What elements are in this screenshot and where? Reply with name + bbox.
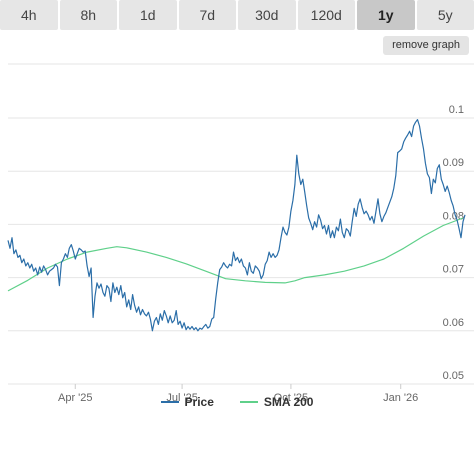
- remove-graph-button[interactable]: remove graph: [383, 36, 469, 55]
- tab-1d[interactable]: 1d: [119, 0, 177, 30]
- tab-1y[interactable]: 1y: [357, 0, 415, 30]
- time-range-tabs: 4h 8h 1d 7d 30d 120d 1y 5y: [0, 0, 474, 30]
- x-tick-label: Jan '26: [383, 392, 418, 404]
- x-tick-label: Apr '25: [58, 392, 93, 404]
- tab-30d[interactable]: 30d: [238, 0, 296, 30]
- tab-7d[interactable]: 7d: [178, 0, 236, 30]
- grid-lines: [8, 63, 474, 385]
- price-line: [7, 118, 466, 332]
- y-tick-label: 0.08: [443, 210, 464, 222]
- tab-120d[interactable]: 120d: [297, 0, 355, 30]
- y-tick-label: 0.1: [449, 104, 464, 116]
- legend-swatch-price: [160, 401, 179, 403]
- legend-item-price[interactable]: Price: [160, 395, 214, 409]
- tab-5y[interactable]: 5y: [416, 0, 474, 30]
- legend-label-price: Price: [184, 395, 214, 409]
- y-tick-label: 0.06: [443, 317, 464, 329]
- y-tick-label: 0.05: [443, 370, 464, 382]
- sma-200-line: [7, 217, 464, 292]
- x-tick-label: Oct '25: [274, 392, 309, 404]
- legend-swatch-sma: [239, 401, 258, 403]
- x-axis-ticks: Apr '25 Jul '25 Oct '25 Jan '26: [58, 384, 418, 404]
- y-tick-label: 0.07: [443, 264, 464, 276]
- tab-8h[interactable]: 8h: [59, 0, 117, 30]
- y-axis-ticks: 0.05 0.06 0.07 0.08 0.09 0.1: [443, 104, 464, 382]
- y-tick-label: 0.09: [443, 157, 464, 169]
- legend-item-sma[interactable]: SMA 200: [239, 395, 314, 409]
- tab-4h[interactable]: 4h: [0, 0, 58, 30]
- legend-label-sma: SMA 200: [263, 395, 314, 409]
- chart-legend: Price SMA 200: [0, 392, 474, 412]
- chart-series: [7, 118, 466, 332]
